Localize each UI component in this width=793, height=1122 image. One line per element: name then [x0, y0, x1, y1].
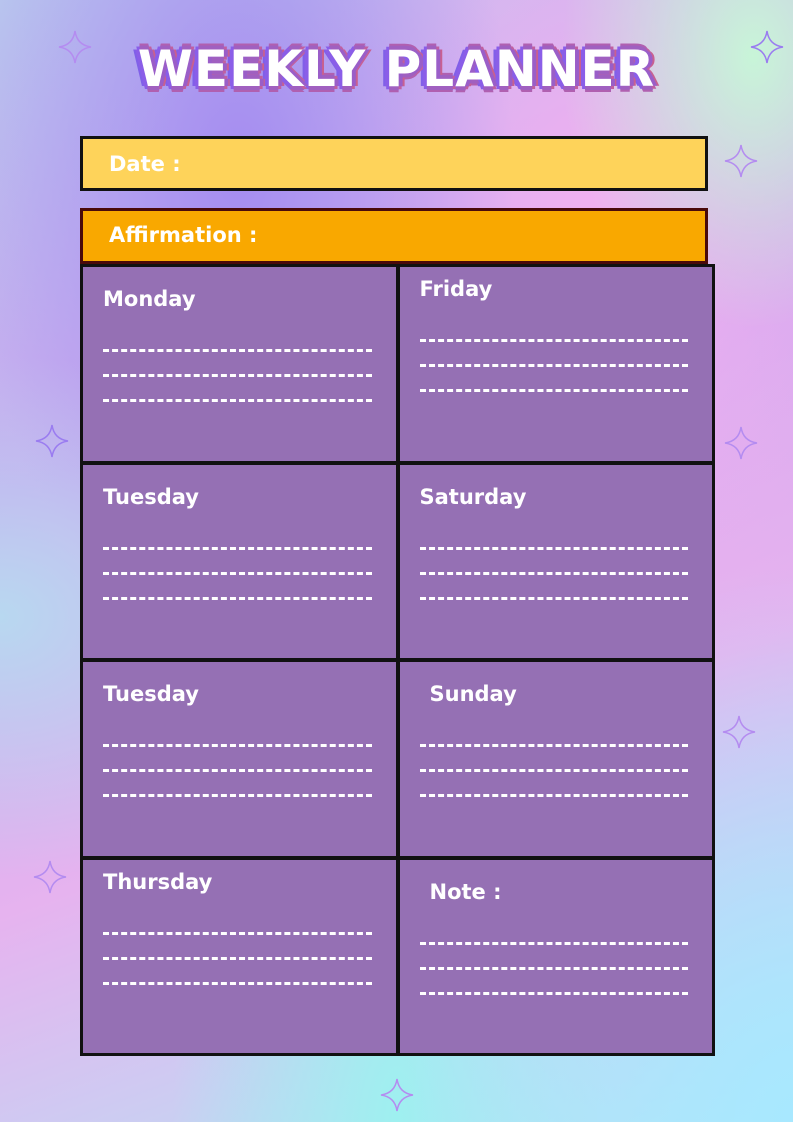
day-cell-friday[interactable]: Friday	[399, 267, 712, 461]
sparkle-icon	[58, 30, 92, 64]
write-line	[103, 374, 372, 377]
write-line	[419, 546, 688, 550]
affirmation-field[interactable]: Affirmation :	[80, 208, 708, 264]
day-label: Tuesday	[103, 484, 199, 509]
planner-grid: Monday Friday Tuesday Saturday Tuesday S…	[80, 264, 715, 1056]
write-line	[103, 981, 372, 985]
write-line	[419, 941, 688, 945]
day-label: Thursday	[103, 869, 213, 894]
day-label: Sunday	[429, 682, 517, 706]
affirmation-label: Affirmation :	[109, 223, 258, 247]
sparkle-icon	[724, 144, 758, 178]
write-line	[419, 744, 688, 747]
write-line	[103, 571, 372, 575]
note-cell[interactable]: Note :	[399, 859, 712, 1053]
write-line	[419, 389, 688, 392]
write-line	[419, 794, 688, 797]
day-cell-saturday[interactable]: Saturday	[399, 464, 712, 658]
day-label: Saturday	[419, 484, 527, 509]
day-cell-sunday[interactable]: Sunday	[399, 662, 712, 856]
sparkle-icon	[380, 1078, 414, 1112]
note-label: Note :	[429, 879, 502, 904]
page-title: WEEKLY PLANNER	[137, 40, 656, 98]
sparkle-icon	[750, 30, 784, 64]
sparkle-icon	[35, 424, 69, 458]
write-line	[419, 596, 688, 600]
write-line	[103, 794, 372, 797]
write-line	[419, 364, 688, 367]
write-line	[103, 399, 372, 402]
day-cell-thursday[interactable]: Thursday	[83, 859, 396, 1053]
write-line	[419, 991, 688, 995]
write-line	[103, 956, 372, 960]
write-line	[419, 966, 688, 970]
sparkle-icon	[724, 426, 758, 460]
write-line	[419, 571, 688, 575]
write-line	[419, 339, 688, 342]
sparkle-icon	[722, 715, 756, 749]
day-cell-tuesday[interactable]: Tuesday	[83, 464, 396, 658]
write-line	[103, 349, 372, 352]
write-line	[103, 769, 372, 772]
day-label: Friday	[419, 277, 493, 301]
write-line	[103, 596, 372, 600]
write-line	[419, 769, 688, 772]
sparkle-icon	[33, 860, 67, 894]
day-label: Monday	[103, 287, 196, 311]
day-cell-tuesday-2[interactable]: Tuesday	[83, 662, 396, 856]
date-field[interactable]: Date :	[80, 136, 708, 191]
day-cell-monday[interactable]: Monday	[83, 267, 396, 461]
date-label: Date :	[109, 152, 181, 176]
write-line	[103, 546, 372, 550]
write-line	[103, 931, 372, 935]
write-line	[103, 744, 372, 747]
day-label: Tuesday	[103, 682, 199, 706]
